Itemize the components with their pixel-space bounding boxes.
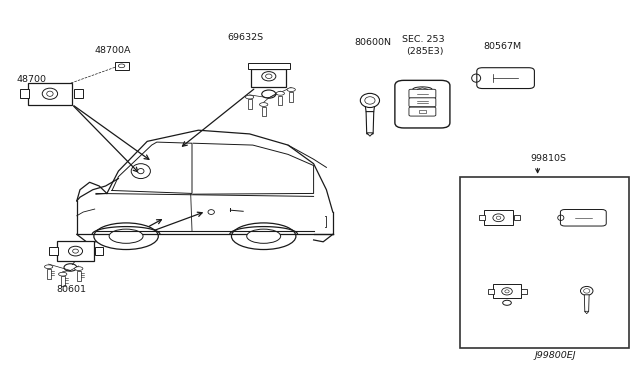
Text: 80600N: 80600N [354,38,391,47]
Polygon shape [77,271,81,281]
Ellipse shape [580,286,593,295]
Text: 99810S: 99810S [530,154,566,163]
Ellipse shape [138,169,144,174]
Ellipse shape [266,74,272,78]
Polygon shape [262,107,266,116]
FancyBboxPatch shape [395,80,450,128]
Text: J99800EJ: J99800EJ [535,351,577,360]
Ellipse shape [73,249,78,253]
Bar [460,177,629,348]
Ellipse shape [232,223,296,250]
FancyBboxPatch shape [57,241,94,261]
Text: 80567M: 80567M [483,42,522,51]
FancyBboxPatch shape [409,98,436,107]
FancyBboxPatch shape [20,89,29,98]
FancyBboxPatch shape [488,289,494,294]
Ellipse shape [276,92,285,95]
Ellipse shape [260,103,268,106]
Ellipse shape [42,88,58,99]
FancyBboxPatch shape [514,215,520,220]
FancyBboxPatch shape [522,289,527,294]
Ellipse shape [208,209,214,214]
Ellipse shape [502,288,512,295]
Ellipse shape [496,216,501,219]
Ellipse shape [74,267,83,270]
FancyBboxPatch shape [477,68,534,89]
Text: 80601: 80601 [56,285,86,294]
Ellipse shape [58,272,67,276]
Ellipse shape [287,88,296,92]
Polygon shape [248,99,252,109]
Ellipse shape [109,229,143,243]
Ellipse shape [505,290,509,293]
FancyBboxPatch shape [409,107,436,116]
FancyBboxPatch shape [251,69,287,87]
FancyBboxPatch shape [49,247,58,255]
Ellipse shape [413,87,432,92]
FancyBboxPatch shape [409,89,436,98]
Ellipse shape [68,246,83,256]
Text: SEC. 253: SEC. 253 [402,35,445,44]
FancyBboxPatch shape [248,63,289,69]
FancyBboxPatch shape [74,89,83,98]
Ellipse shape [584,289,590,293]
Polygon shape [584,295,589,312]
Text: 48700A: 48700A [95,46,131,55]
Polygon shape [278,96,282,105]
Polygon shape [367,133,373,136]
Ellipse shape [118,64,125,68]
Ellipse shape [247,229,280,243]
Ellipse shape [360,93,380,108]
Ellipse shape [365,97,375,104]
Polygon shape [47,269,51,279]
Ellipse shape [246,95,254,99]
FancyBboxPatch shape [28,83,72,105]
FancyBboxPatch shape [479,215,484,220]
Ellipse shape [262,71,276,81]
Polygon shape [585,311,589,314]
Text: 48700: 48700 [17,75,47,84]
Text: 69632S: 69632S [227,33,263,42]
Text: (285E3): (285E3) [406,46,444,55]
Ellipse shape [47,91,53,96]
Ellipse shape [44,265,52,269]
Ellipse shape [493,214,504,222]
FancyBboxPatch shape [115,62,129,70]
Polygon shape [419,110,426,113]
Polygon shape [289,92,293,102]
FancyBboxPatch shape [95,247,103,255]
Polygon shape [366,112,374,134]
Ellipse shape [94,223,158,250]
FancyBboxPatch shape [493,284,521,298]
FancyBboxPatch shape [484,210,513,225]
Polygon shape [61,276,65,286]
FancyBboxPatch shape [561,209,606,226]
